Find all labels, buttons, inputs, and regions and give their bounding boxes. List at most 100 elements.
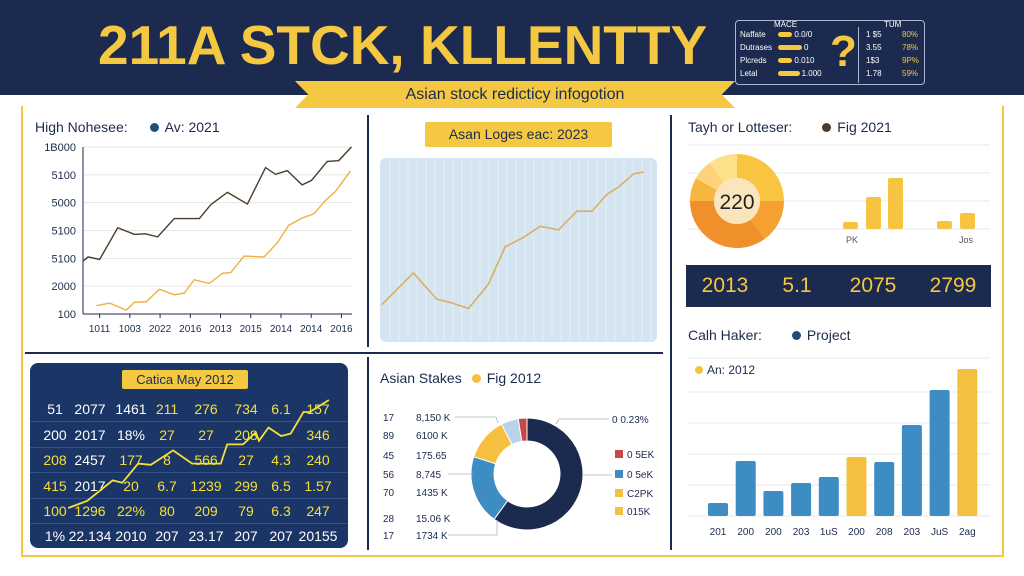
divider xyxy=(670,115,672,550)
table-cell: 4.3 xyxy=(271,452,291,468)
x-tick-label: 1003 xyxy=(119,324,142,335)
y-tick-label: 100 xyxy=(58,309,76,321)
row-separator xyxy=(30,472,348,473)
header-table-row: Letal 1.000 xyxy=(740,69,822,78)
x-tick-label: 2015 xyxy=(240,324,263,335)
row-label: Dutrases xyxy=(740,43,773,52)
table-cell: 1461 xyxy=(115,401,147,417)
left-label-index: 17 xyxy=(383,531,395,542)
chart-title: Calh Haker: xyxy=(688,327,762,343)
legend-label: Project xyxy=(806,327,851,343)
x-label: 1uS xyxy=(820,527,838,538)
bar xyxy=(763,491,784,516)
bar xyxy=(874,462,895,516)
x-tick-label: 2014 xyxy=(270,324,293,335)
header-table-row: Naffate 0.0/0 xyxy=(740,30,812,39)
x-tick-label: 1011 xyxy=(89,324,111,335)
row-pct: 78% xyxy=(902,43,919,52)
donut-slice xyxy=(690,201,765,248)
table-cell: 8 xyxy=(163,452,171,468)
chart-title: High Nohesee: xyxy=(35,119,128,135)
legend-label: Av: 2021 xyxy=(164,119,220,135)
y-tick-label: 1B000 xyxy=(44,142,76,154)
table-cell: 247 xyxy=(306,503,330,519)
row-num: 1$3 xyxy=(866,56,880,65)
table-cell: 208 xyxy=(43,452,67,468)
frame-right xyxy=(1002,106,1004,556)
row-value: 0.010 xyxy=(794,56,815,65)
x-label: 203 xyxy=(793,527,810,538)
donut-slice xyxy=(695,162,724,190)
left-label-index: 17 xyxy=(383,413,395,424)
left-label-value: 8,150 K xyxy=(416,413,451,424)
stat-value: 5.1 xyxy=(782,274,812,297)
bar xyxy=(843,222,858,229)
bar xyxy=(901,425,922,516)
bar xyxy=(929,390,950,516)
table-cell: 6.1 xyxy=(271,401,291,417)
header-summary-table: MACE TUM ? Naffate 0.0/0 1 $5 80% Dutrases 0 3… xyxy=(735,20,925,85)
legend-label: An: 2012 xyxy=(707,363,756,377)
table-divider xyxy=(858,27,859,83)
x-tick-label: 2016 xyxy=(179,324,202,335)
table-cell: 208 xyxy=(234,427,258,443)
donut-slice xyxy=(709,154,737,183)
y-tick-label: 5000 xyxy=(52,198,76,210)
legend-swatch-icon xyxy=(615,507,623,515)
row-label: Plcreds xyxy=(740,56,767,65)
left-label-value: 15.06 K xyxy=(416,514,451,525)
left-label-value: 6100 K xyxy=(416,431,448,442)
left-label-index: 45 xyxy=(383,451,395,462)
donut-slice xyxy=(493,417,584,531)
bar xyxy=(791,483,812,516)
stat-value: 2799 xyxy=(929,274,977,297)
header-table-row: Dutrases 0 xyxy=(740,43,808,52)
x-label: Jos xyxy=(959,235,974,245)
data-table-panel xyxy=(30,363,348,548)
page-title: 211A STCK, KLLENTTY xyxy=(98,14,708,76)
row-num: 1.78 xyxy=(866,69,882,78)
x-label: 200 xyxy=(737,527,754,538)
legend-label: 0 5eK xyxy=(627,470,653,481)
row-separator xyxy=(30,447,348,448)
panel-haker-title: Calh Haker: Project xyxy=(688,327,851,343)
donut-slice xyxy=(517,417,528,442)
row-bar xyxy=(778,32,793,37)
row-bar xyxy=(778,45,802,50)
legend-label: 0 5EK xyxy=(627,450,655,461)
row-bar xyxy=(778,58,793,63)
leader-line xyxy=(455,416,499,424)
bar xyxy=(937,221,952,229)
x-tick-label: 2016 xyxy=(330,324,353,335)
table-cell: 2010 xyxy=(115,528,147,544)
table-cell: 23.17 xyxy=(188,528,224,544)
table-cell: 2017 xyxy=(74,427,106,443)
table-cell: 27 xyxy=(159,427,175,443)
series-line-1 xyxy=(96,170,352,311)
leader-line xyxy=(448,520,498,536)
divider xyxy=(25,352,663,354)
table-cell: 211 xyxy=(155,401,179,417)
table-cell: 415 xyxy=(43,478,67,494)
legend-swatch-icon xyxy=(615,470,623,478)
trend-line xyxy=(67,399,330,509)
table-cell: 22.134 xyxy=(68,528,112,544)
table-cell: 240 xyxy=(306,452,330,468)
row-num: 1 $5 xyxy=(866,30,882,39)
legend-label: 015K xyxy=(627,507,651,518)
divider xyxy=(367,115,369,347)
y-tick-label: 5100 xyxy=(52,170,76,182)
header-table-row: Plcreds 0.010 xyxy=(740,56,814,65)
secondary-legend: An: 2012 xyxy=(695,363,755,377)
row-separator xyxy=(30,523,348,524)
series-line-0 xyxy=(381,171,644,310)
question-mark-icon: ? xyxy=(830,27,857,76)
x-label: 203 xyxy=(904,527,921,538)
series-line-0 xyxy=(82,146,352,262)
x-tick-label: 2014 xyxy=(300,324,323,335)
table-cell: 1296 xyxy=(74,503,106,519)
donut-center-value: 220 xyxy=(719,191,754,214)
